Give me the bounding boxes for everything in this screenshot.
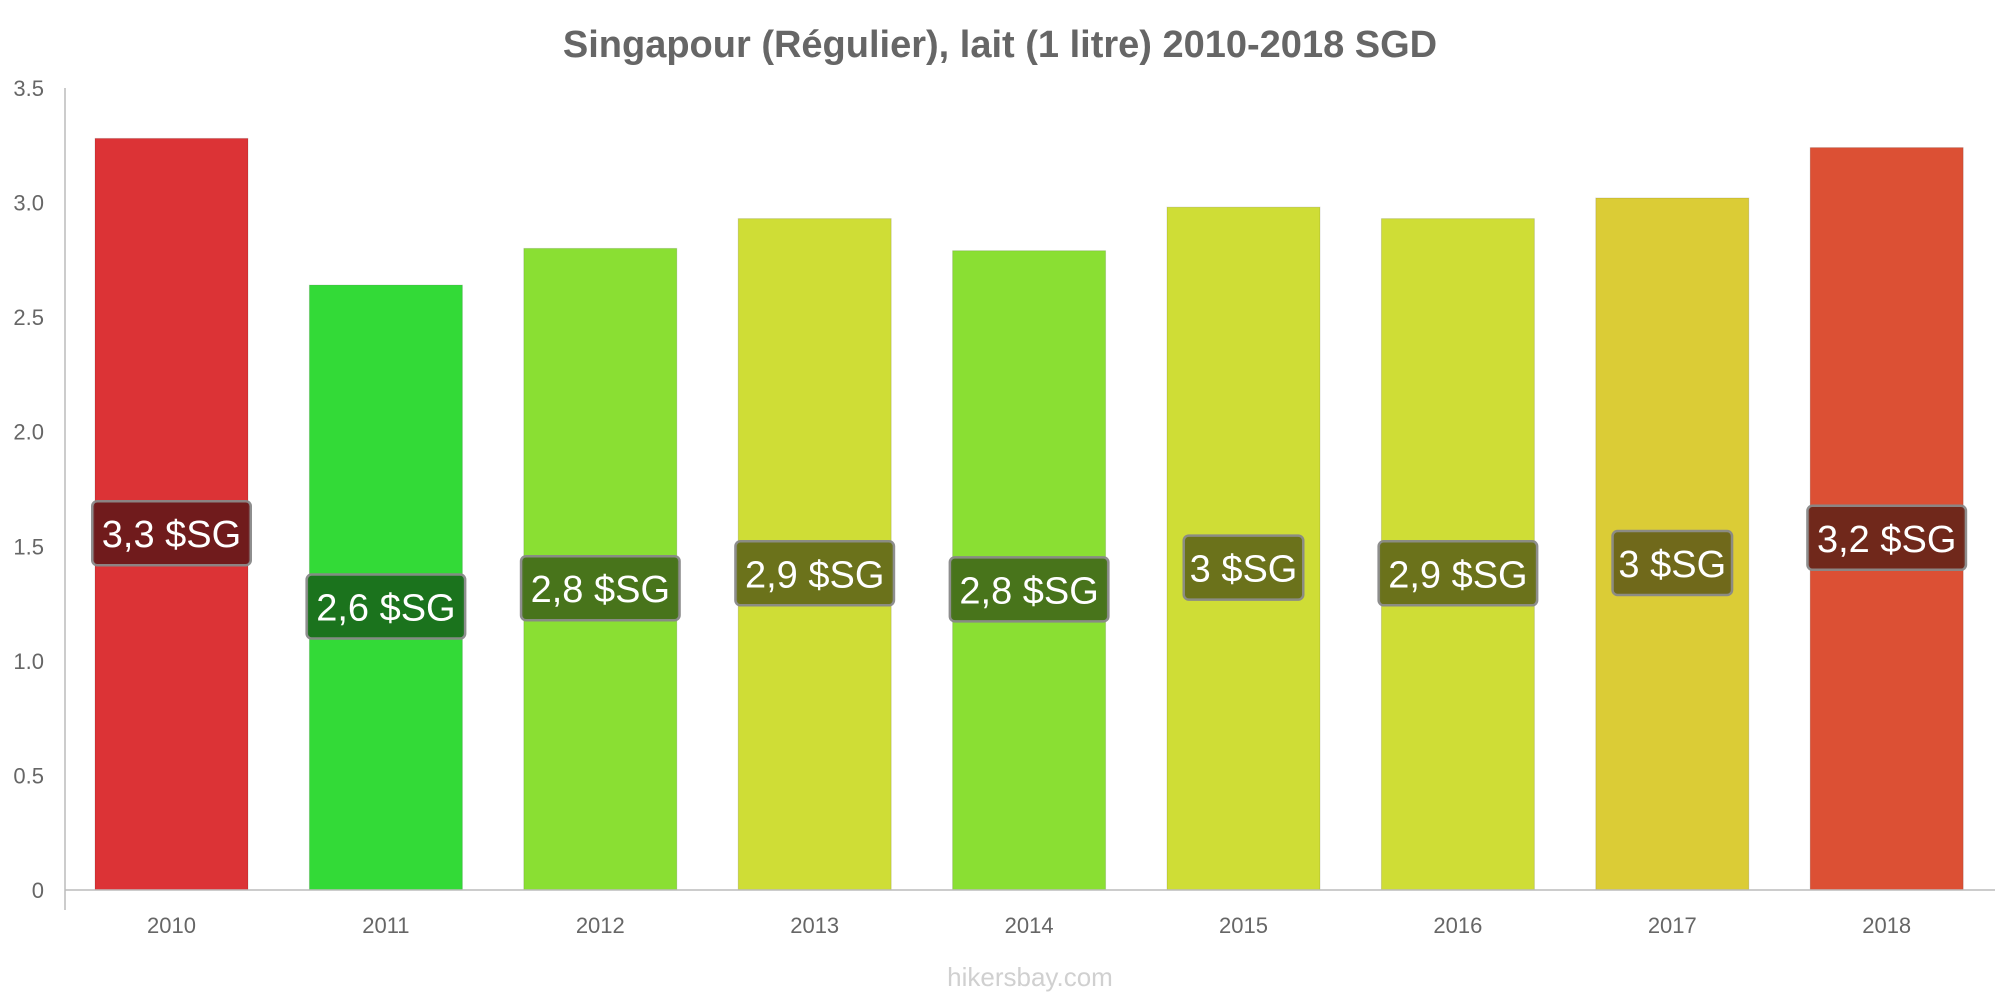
data-label-box <box>1377 540 1539 607</box>
x-tick-label: 2013 <box>790 913 839 938</box>
data-label-2011: 2,6 $SG <box>305 573 467 640</box>
data-label-box <box>305 573 467 640</box>
data-label-text: 3,2 $SG <box>1817 519 1956 561</box>
x-tick-label: 2011 <box>362 913 409 938</box>
y-tick-label: 3.0 <box>13 191 44 216</box>
x-axis: 2010 2011 2012 2013 2014 2015 2016 2017 2018 <box>65 889 1995 938</box>
y-axis: 0 0.5 1.0 1.5 2.0 2.5 3.0 3.5 <box>13 76 66 910</box>
data-label-text: 2,9 $SG <box>1388 554 1527 596</box>
data-label-2010: 3,3 $SG <box>91 499 252 567</box>
data-label-2015: 3 $SG <box>1182 534 1305 601</box>
data-label-text: 2,6 $SG <box>316 588 455 630</box>
footer-source: hikersbay.com <box>947 962 1113 992</box>
y-tick-label: 2.0 <box>13 420 44 445</box>
y-tick-label: 1.5 <box>13 534 44 559</box>
data-label-box <box>1611 529 1734 597</box>
y-tick-label: 0 <box>32 878 44 903</box>
chart-title: Singapour (Régulier), lait (1 litre) 201… <box>563 24 1437 66</box>
data-label-text: 2,8 $SG <box>531 569 670 611</box>
y-tick-label: 3.5 <box>13 76 44 101</box>
data-label-box <box>519 554 681 622</box>
bars-group <box>94 137 1964 891</box>
x-tick-label: 2015 <box>1219 913 1268 938</box>
data-label-text: 3,3 $SG <box>102 514 241 556</box>
data-label-2012: 2,8 $SG <box>519 554 681 622</box>
x-tick-label: 2016 <box>1433 913 1482 938</box>
data-label-2016: 2,9 $SG <box>1377 540 1539 607</box>
x-tick-label: 2010 <box>147 913 196 938</box>
data-label-box <box>734 540 896 607</box>
data-label-text: 3 $SG <box>1190 549 1298 591</box>
data-label-2017: 3 $SG <box>1611 529 1734 597</box>
data-label-text: 2,8 $SG <box>959 570 1098 612</box>
y-tick-label: 1.0 <box>13 649 44 674</box>
data-labels-group: 3,3 $SG 2,6 $SG 2,8 $SG 2,9 $SG 2,8 $SG 3 $SG… <box>91 499 1968 640</box>
data-label-2013: 2,9 $SG <box>734 540 896 607</box>
data-label-box <box>91 499 252 567</box>
x-tick-label: 2018 <box>1862 913 1911 938</box>
y-tick-label: 2.5 <box>13 305 44 330</box>
data-label-text: 3 $SG <box>1618 544 1726 586</box>
data-label-box <box>948 556 1110 623</box>
y-tick-label: 0.5 <box>13 763 44 788</box>
x-tick-label: 2017 <box>1648 913 1697 938</box>
data-label-text: 2,9 $SG <box>745 554 884 596</box>
x-tick-label: 2012 <box>576 913 625 938</box>
x-tick-label: 2014 <box>1005 913 1054 938</box>
data-label-2018: 3,2 $SG <box>1806 504 1968 572</box>
data-label-box <box>1182 534 1305 601</box>
data-label-box <box>1806 504 1968 572</box>
data-label-2014: 2,8 $SG <box>948 556 1110 623</box>
